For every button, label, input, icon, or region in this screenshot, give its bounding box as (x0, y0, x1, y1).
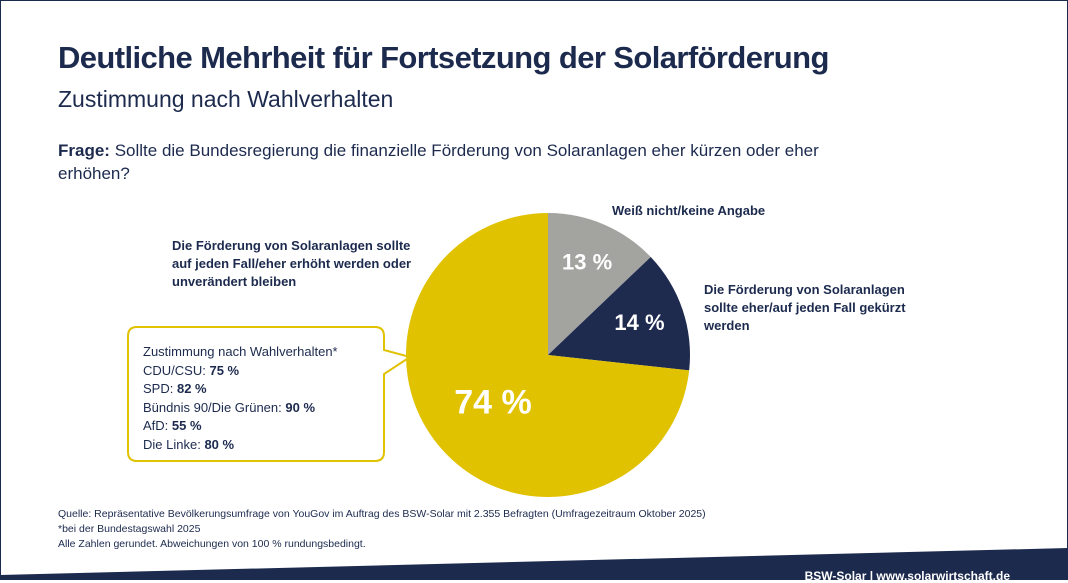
question-text: Sollte die Bundesregierung die finanziel… (58, 141, 819, 183)
callout-row: SPD: 82 % (143, 380, 338, 399)
callout-row: Bündnis 90/Die Grünen: 90 % (143, 399, 338, 418)
callout-title: Zustimmung nach Wahlverhalten* (143, 344, 338, 359)
callout-row: AfD: 55 % (143, 417, 338, 436)
callout-row: CDU/CSU: 75 % (143, 362, 338, 381)
value-label: 14 % (614, 310, 664, 335)
slice-label: Die Förderung von Solaranlagen sollte au… (172, 238, 412, 289)
share: 80 % (204, 436, 235, 452)
callout-row: Die Linke: 80 % (143, 436, 338, 455)
party: CDU/CSU: (143, 362, 206, 378)
footer-band (0, 548, 1068, 580)
value-label: 74 % (454, 383, 532, 421)
share: 75 % (209, 362, 240, 378)
note: *bei der Bundestagswahl 2025 (58, 523, 201, 535)
rounding-note: Alle Zahlen gerundet. Abweichungen von 1… (58, 538, 366, 550)
title: Deutliche Mehrheit für Fortsetzung der S… (58, 40, 829, 75)
pie-slice (548, 213, 651, 355)
value-label: 13 % (562, 249, 612, 274)
footer: Quelle: Repräsentative Bevölkerungsumfra… (58, 507, 706, 552)
slice-label: Die Förderung von Solaranlagen sollte eh… (704, 282, 906, 333)
share: 55 % (171, 418, 202, 433)
callout-box (127, 326, 413, 462)
slice-label: Weiß nicht/keine Angabe (612, 203, 766, 218)
callout: Zustimmung nach Wahlverhalten* CDU/CSU: … (143, 343, 338, 454)
question-label: Frage: (58, 141, 110, 160)
question: Frage: Sollte die Bundesregierung die fi… (58, 139, 838, 185)
share: 82 % (176, 381, 207, 396)
source: Quelle: Repräsentative Bevölkerungsumfra… (58, 508, 706, 520)
subtitle: Zustimmung nach Wahlverhalten (58, 86, 394, 112)
brand: BSW-Solar | www.solarwirtschaft.de (804, 569, 1010, 583)
party: Bündnis 90/Die Grünen: (143, 399, 282, 415)
party: Die Linke: (143, 436, 201, 452)
party: SPD: (143, 381, 174, 396)
party: AfD: (143, 418, 169, 433)
share: 90 % (285, 399, 316, 415)
pie-slice (406, 213, 690, 497)
pie-slice (548, 256, 691, 371)
